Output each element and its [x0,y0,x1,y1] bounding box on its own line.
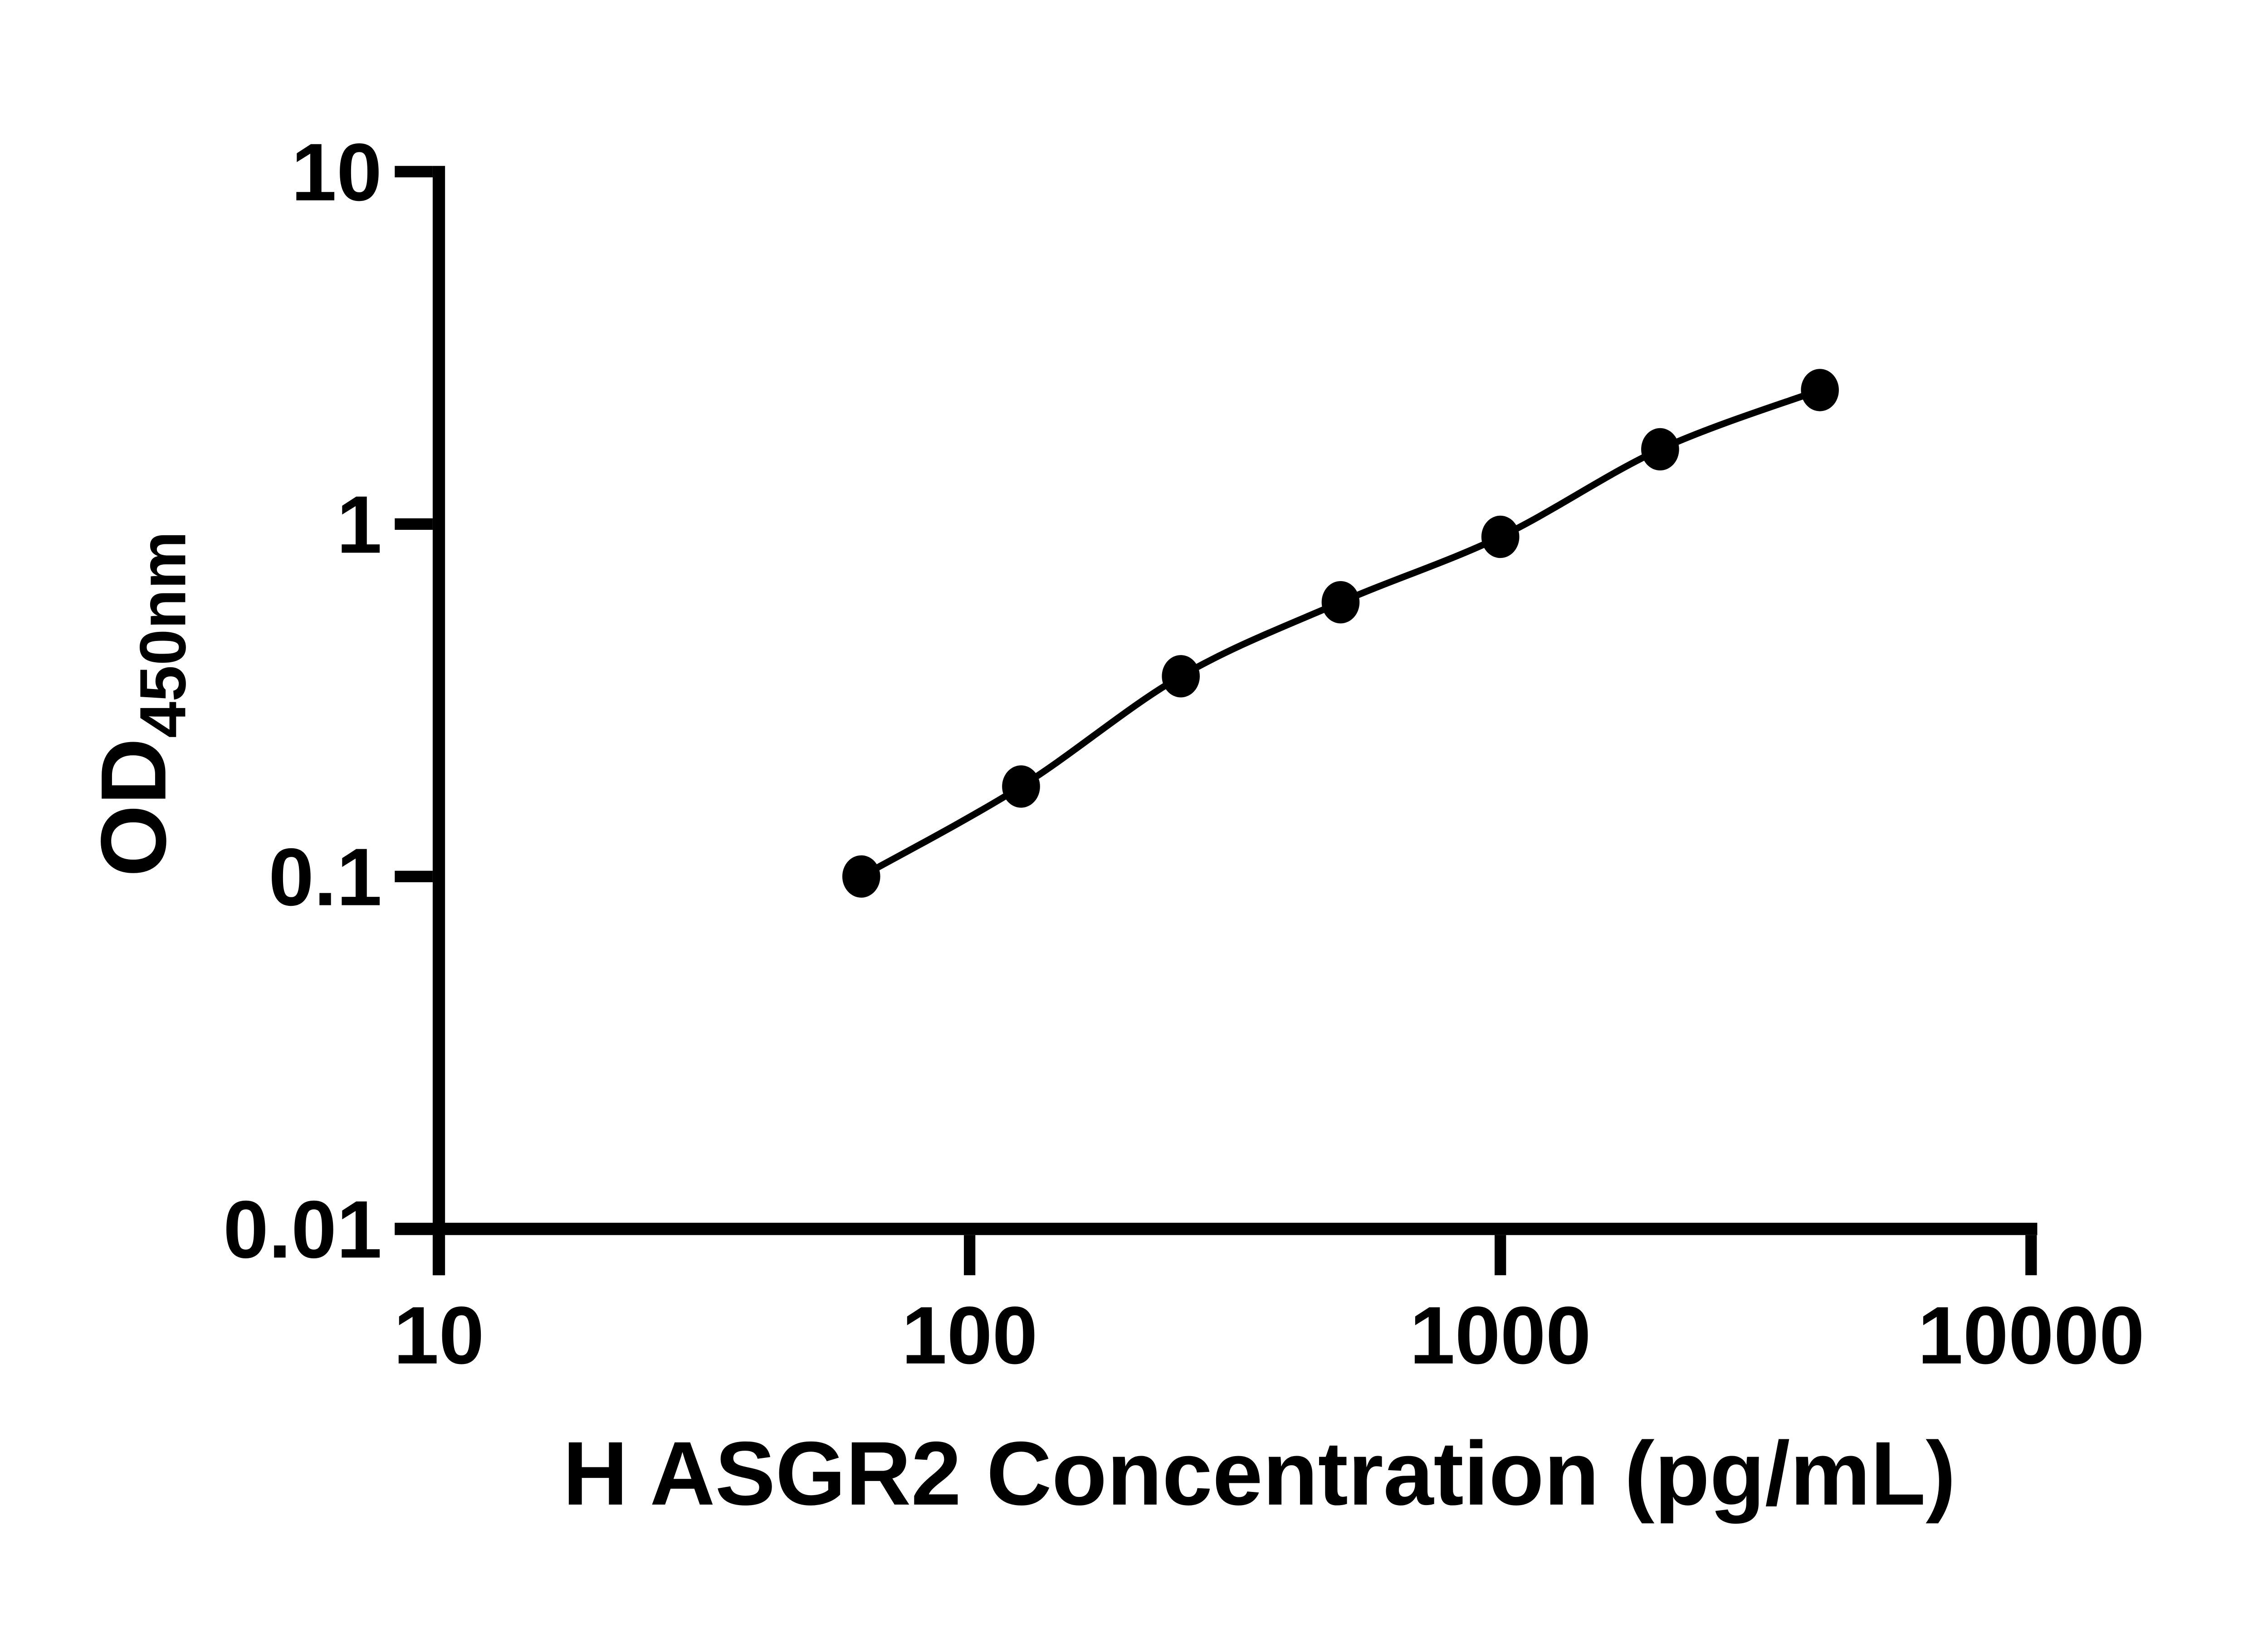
x-tick-label: 10 [393,1290,484,1381]
data-point [842,855,880,898]
data-points [842,369,1839,898]
axes [395,166,2038,1276]
y-tick-label: 10 [291,127,382,218]
y-tick-labels: 0.01 0.1 1 10 [223,127,382,1276]
y-axis-title-main: OD [82,738,186,877]
data-point [1321,581,1360,624]
y-tick-label: 1 [337,479,382,571]
y-axis-title-subscript: 450nm [127,531,199,738]
data-point [1481,515,1520,558]
x-axis-title: H ASGR2 Concentration (pg/mL) [563,1423,1956,1524]
x-tick-label: 10000 [1918,1290,2145,1381]
x-tick-labels: 10 100 1000 10000 [393,1290,2144,1381]
data-point [1801,369,1839,411]
y-axis-title: OD450nm [82,531,200,877]
data-point [1162,655,1200,698]
data-point [1641,428,1679,471]
x-tick-label: 100 [902,1290,1038,1381]
data-point [1002,765,1040,808]
y-tick-label: 0.1 [269,831,382,923]
y-tick-label: 0.01 [223,1184,382,1275]
x-tick-label: 1000 [1410,1290,1591,1381]
plot-background [0,22,2268,1611]
